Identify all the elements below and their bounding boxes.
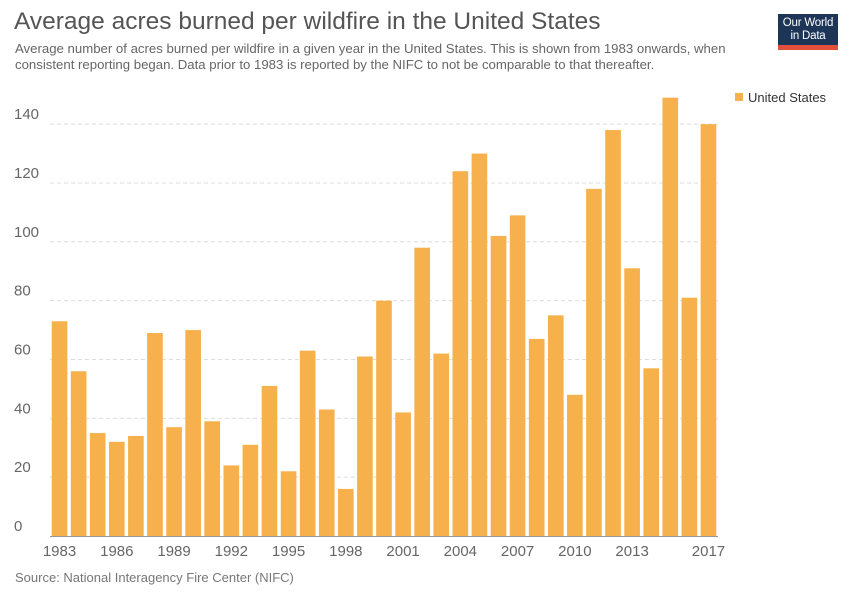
logo-line-1: Our World [782,17,834,29]
x-axis: 1983 1986 1989 1992 1995 1998 2001 2004 2007 2010… [43,536,725,560]
source-note: Source: National Interagency Fire Center… [15,570,294,585]
bar-2008[interactable] [528,338,545,536]
bar-2002[interactable] [414,247,430,536]
x-tick-label: 1998 [329,543,362,560]
bar-2014[interactable] [643,368,660,536]
bar-2011[interactable] [586,188,602,536]
bar-2001[interactable] [395,412,411,536]
bars [51,97,717,537]
y-tick-label: 20 [14,459,31,476]
logo-accent-bar [778,45,838,50]
legend: United States [735,90,827,105]
bar-1991[interactable] [204,421,221,536]
bar-1983[interactable] [51,321,68,536]
bar-1984[interactable] [70,371,87,536]
bar-1985[interactable] [89,433,106,536]
bar-2009[interactable] [547,315,564,536]
bar-1999[interactable] [357,356,373,536]
y-tick-label: 40 [14,400,31,417]
bar-1995[interactable] [280,471,297,536]
bar-1989[interactable] [166,427,182,536]
x-tick-label: 2017 [692,543,725,560]
bar-2012[interactable] [605,130,621,536]
x-tick-label: 1986 [100,543,133,560]
bar-2016[interactable] [681,297,698,536]
y-tick-label: 60 [14,341,31,358]
x-tick-label: 2010 [558,543,591,560]
bar-2005[interactable] [471,153,488,537]
y-tick-label: 120 [14,165,39,182]
bar-1997[interactable] [318,409,335,537]
y-tick-label: 100 [14,224,39,241]
x-tick-label: 2001 [386,543,419,560]
bar-1996[interactable] [299,350,316,536]
bar-2015[interactable] [662,97,679,537]
legend-swatch [735,93,743,101]
x-tick-label: 2007 [501,543,534,560]
y-tick-label: 80 [14,283,31,300]
bar-2017[interactable] [700,124,717,536]
bar-1990[interactable] [185,330,201,536]
bar-2007[interactable] [509,215,526,536]
bar-2000[interactable] [376,300,392,536]
x-tick-label: 1989 [157,543,190,560]
bar-2013[interactable] [624,268,640,536]
owid-logo[interactable]: Our World in Data [778,14,838,50]
x-tick-label: 1995 [272,543,305,560]
bar-1988[interactable] [147,333,163,536]
bar-2010[interactable] [567,394,583,536]
bar-2004[interactable] [452,171,469,536]
bar-1992[interactable] [223,465,240,536]
x-tick-label: 1983 [43,543,76,560]
bar-1994[interactable] [261,385,278,536]
y-tick-label: 140 [14,106,39,123]
y-tick-label: 0 [14,518,22,535]
legend-label[interactable]: United States [748,90,827,105]
x-tick-label: 2004 [444,543,477,560]
x-tick-label: 1992 [215,543,248,560]
bar-2006[interactable] [490,235,507,537]
bar-1986[interactable] [108,441,125,536]
bar-1993[interactable] [242,444,259,536]
chart-title: Average acres burned per wildfire in the… [14,8,601,35]
x-tick-label: 2013 [615,543,648,560]
bar-1987[interactable] [128,435,144,536]
bar-1998[interactable] [338,488,354,536]
bar-2003[interactable] [433,353,450,536]
chart-subtitle: Average number of acres burned per wildf… [15,41,726,72]
logo-line-2: in Data [790,30,826,42]
